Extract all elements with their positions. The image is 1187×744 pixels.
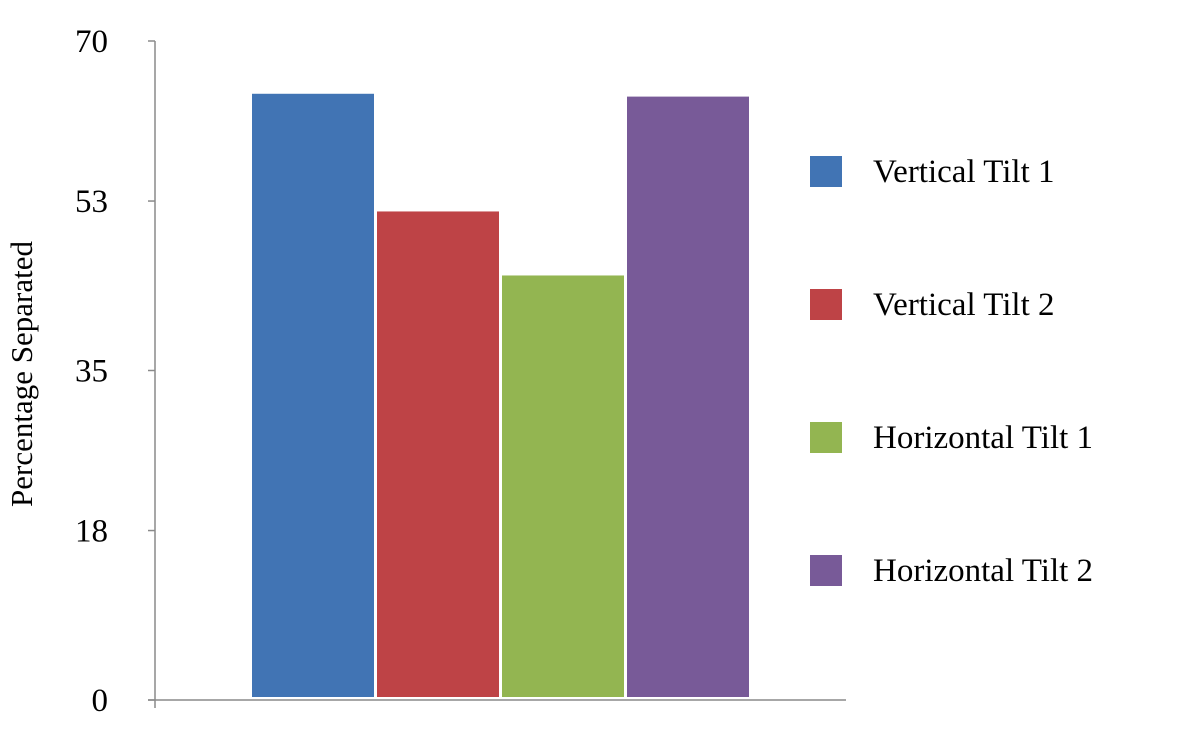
bar-horizontal-tilt-1 <box>500 273 626 699</box>
bar-vertical-tilt-1 <box>250 91 376 700</box>
y-tick-label: 0 <box>92 683 109 719</box>
legend-label: Vertical Tilt 2 <box>873 287 1055 323</box>
legend-swatch <box>810 555 842 586</box>
y-tick-label: 35 <box>75 354 108 390</box>
legend-swatch <box>810 156 842 187</box>
legend-swatch <box>810 422 842 453</box>
bar-horizontal-tilt-2 <box>625 94 751 700</box>
legend-label: Horizontal Tilt 2 <box>873 553 1093 589</box>
legend-label: Horizontal Tilt 1 <box>873 420 1093 456</box>
y-tick-label: 70 <box>75 24 108 60</box>
y-axis-ticks: 0 18 35 53 70 <box>75 24 155 719</box>
y-tick-label: 53 <box>75 184 108 220</box>
y-axis-label: Percentage Separated <box>4 241 39 507</box>
bar-vertical-tilt-2 <box>375 209 501 699</box>
chart-legend: Vertical Tilt 1 Vertical Tilt 2 Horizontal… <box>810 154 1093 589</box>
legend-label: Vertical Tilt 1 <box>873 154 1055 190</box>
bar-series <box>250 91 751 700</box>
legend-swatch <box>810 289 842 320</box>
y-tick-label: 18 <box>75 514 108 550</box>
